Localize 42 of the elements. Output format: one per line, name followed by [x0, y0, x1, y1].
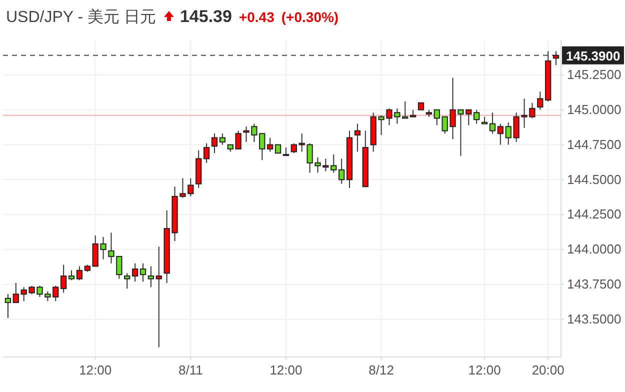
candlestick [124, 272, 130, 290]
candlestick [489, 112, 496, 134]
text: 145.39 [180, 7, 232, 26]
candlestick [267, 137, 274, 152]
y-tick-label: 145.0000 [567, 102, 622, 117]
candlestick [434, 109, 440, 126]
candlestick [290, 142, 297, 154]
candlestick [4, 294, 12, 318]
y-tick-label: 143.7500 [567, 276, 622, 292]
chart-title: USD/JPY - 美元 日元 [6, 8, 156, 26]
candlestick [211, 133, 218, 154]
y-tick-label: 143.5000 [567, 311, 622, 326]
candlestick [132, 262, 138, 282]
candlestick [12, 282, 19, 304]
candlestick [140, 262, 146, 282]
y-tick-label: 144.5000 [567, 172, 622, 187]
ref-line-label: 145.3900 [566, 48, 620, 64]
x-tick-label: 8/12 [368, 362, 394, 378]
x-tick-label: 8/11 [178, 362, 203, 378]
x-tick-label: 20:00 [532, 362, 564, 378]
x-tick-label: 12:00 [270, 362, 302, 378]
candlestick [537, 91, 544, 110]
x-tick-label: 12:00 [468, 362, 501, 378]
candlestick [203, 142, 210, 164]
y-tick-label: 144.0000 [567, 242, 622, 257]
candlestick [148, 266, 154, 288]
candlestick [474, 109, 480, 124]
candlestick [552, 50, 560, 66]
candlestick [60, 264, 67, 294]
candlestick [497, 123, 504, 146]
candlestick [156, 246, 162, 348]
candlestick [354, 123, 361, 152]
x-tick-label: 12:00 [79, 362, 112, 378]
y-tick-label: 144.2500 [567, 206, 622, 222]
y-tick-label: 144.7500 [567, 136, 622, 152]
candlestick [338, 158, 345, 184]
candlestick [68, 270, 75, 281]
y-tick-label: 145.2500 [567, 67, 622, 82]
candlestick [76, 266, 83, 281]
candlestick [219, 133, 226, 146]
text: (+0.30%) [281, 9, 339, 25]
text: +0.43 [238, 9, 275, 25]
